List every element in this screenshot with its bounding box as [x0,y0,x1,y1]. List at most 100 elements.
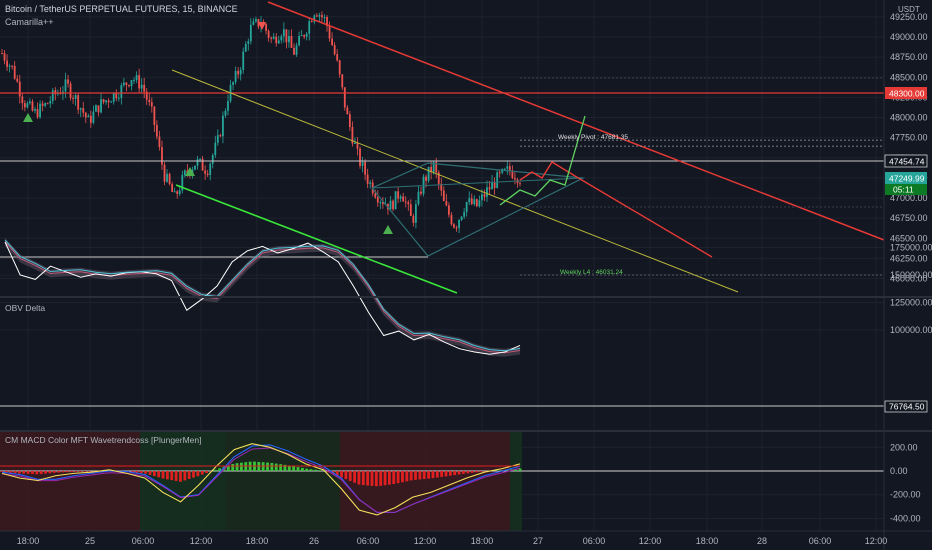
candle-body[interactable] [404,201,407,203]
candle-body[interactable] [115,92,118,99]
candle-body[interactable] [453,224,455,228]
candle-body[interactable] [145,91,148,100]
candle-body[interactable] [511,170,514,179]
candle-body[interactable] [437,172,440,184]
candle-body[interactable] [427,166,430,181]
candle-body[interactable] [478,200,481,207]
candle-body[interactable] [219,135,222,137]
candle-body[interactable] [265,23,267,31]
macd-line[interactable] [1,443,521,516]
candle-body[interactable] [161,147,163,165]
candle-body[interactable] [51,90,54,102]
buy-signal-marker[interactable] [23,113,33,122]
candle-body[interactable] [336,54,339,61]
candle-body[interactable] [44,103,47,106]
candle-body[interactable] [414,204,417,223]
candle-body[interactable] [508,166,511,171]
candle-body[interactable] [455,227,458,229]
candle-body[interactable] [359,148,361,166]
candle-body[interactable] [379,202,382,204]
candle-body[interactable] [338,60,341,75]
candle-body[interactable] [173,191,176,193]
candle-body[interactable] [92,111,95,123]
candle-body[interactable] [501,168,504,173]
time-axis[interactable]: 18:00 25 06:00 12:00 18:00 26 06:00 12:00 18:00 2… [17,536,888,546]
candle-body[interactable] [130,80,133,87]
candle-body[interactable] [143,84,146,92]
candle-body[interactable] [275,36,278,44]
candle-body[interactable] [36,109,39,118]
red-projection-zigzag[interactable] [519,161,576,181]
candle-body[interactable] [74,95,77,99]
candle-body[interactable] [483,194,486,197]
candle-body[interactable] [153,106,156,125]
candle-body[interactable] [158,136,161,148]
candle-body[interactable] [450,214,453,225]
candle-body[interactable] [16,78,19,82]
candle-body[interactable] [460,216,463,220]
candle-body[interactable] [133,80,135,82]
candle-body[interactable] [425,176,427,181]
macd-pane[interactable] [0,443,884,516]
candle-body[interactable] [399,196,402,199]
candle-body[interactable] [224,110,227,116]
candle-body[interactable] [496,172,499,188]
candle-body[interactable] [326,16,328,27]
candle-body[interactable] [247,41,250,44]
candle-body[interactable] [249,24,252,42]
candle-body[interactable] [117,97,120,99]
candle-body[interactable] [430,166,433,173]
candle-body[interactable] [481,194,483,201]
candle-body[interactable] [150,101,153,107]
candle-body[interactable] [300,35,303,37]
candle-body[interactable] [148,99,151,102]
candle-body[interactable] [493,181,496,188]
candle-body[interactable] [3,53,6,61]
candle-body[interactable] [211,155,214,164]
candle-body[interactable] [77,95,80,110]
candle-body[interactable] [394,191,397,210]
candle-body[interactable] [491,181,493,190]
candle-body[interactable] [31,101,34,111]
candle-body[interactable] [21,96,24,104]
candle-body[interactable] [69,83,72,98]
candle-body[interactable] [206,173,209,175]
candle-body[interactable] [369,182,372,184]
obv-signal-line[interactable] [4,241,521,354]
candle-body[interactable] [105,100,108,103]
price-axis[interactable]: 46000.00 46250.00 46500.00 46750.00 47000.00… [884,12,932,524]
candle-body[interactable] [270,37,273,39]
candle-body[interactable] [201,158,204,171]
candle-body[interactable] [409,204,412,216]
candle-body[interactable] [67,79,69,84]
candle-body[interactable] [232,82,234,85]
candle-body[interactable] [1,53,3,55]
candle-body[interactable] [64,79,67,92]
candle-body[interactable] [181,175,184,191]
candle-body[interactable] [199,158,201,160]
candle-body[interactable] [351,127,354,144]
candle-body[interactable] [110,101,113,103]
candle-body[interactable] [333,45,336,55]
buy-signal-marker[interactable] [383,225,393,234]
candle-body[interactable] [39,103,41,118]
candle-body[interactable] [244,43,247,52]
candle-body[interactable] [277,40,280,44]
candle-body[interactable] [97,105,100,113]
candle-body[interactable] [194,165,196,170]
candle-body[interactable] [128,84,130,87]
candle-body[interactable] [486,187,488,197]
candle-body[interactable] [313,15,316,22]
candle-body[interactable] [26,103,29,108]
candle-body[interactable] [239,69,242,75]
candle-body[interactable] [120,85,123,98]
candle-body[interactable] [392,200,394,210]
candle-body[interactable] [354,143,356,145]
candle-body[interactable] [107,100,110,103]
red-trendline[interactable] [267,1,885,241]
candle-body[interactable] [463,212,466,217]
green-projection-path[interactable] [499,115,586,206]
candle-body[interactable] [298,35,300,46]
